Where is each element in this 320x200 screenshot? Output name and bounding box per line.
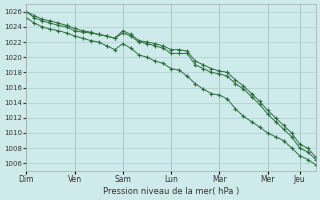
X-axis label: Pression niveau de la mer( hPa ): Pression niveau de la mer( hPa ) <box>103 187 239 196</box>
